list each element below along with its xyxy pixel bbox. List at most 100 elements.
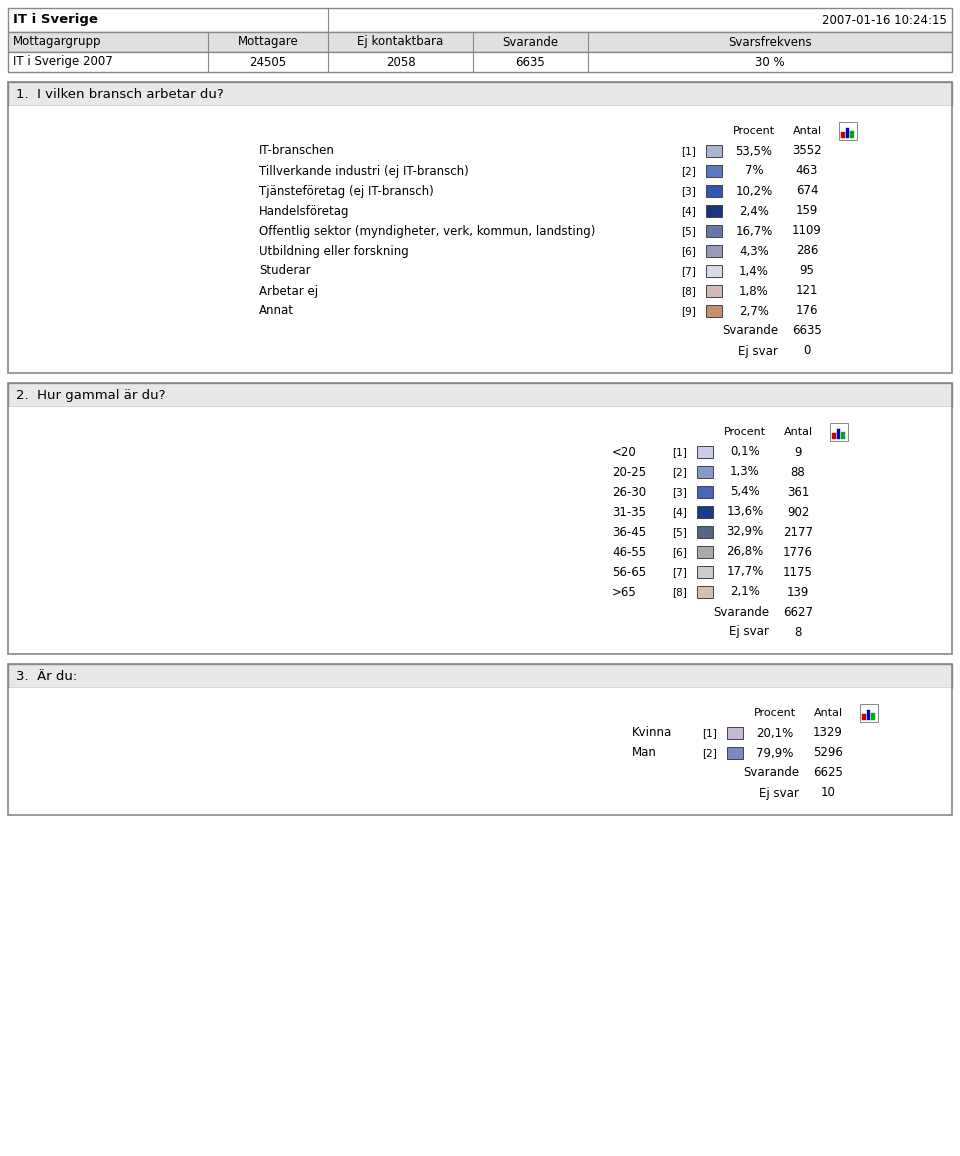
Text: [5]: [5] [673,527,687,538]
Bar [697,526,713,538]
Text: Ej svar: Ej svar [759,786,799,800]
Bar [725,201,783,221]
Bar [706,305,722,317]
Text: Svarande: Svarande [713,606,769,618]
Bar [628,743,696,763]
Bar [725,281,783,301]
Text: 3552: 3552 [792,144,822,157]
Bar [703,261,725,281]
Bar [724,722,746,743]
Bar [746,743,804,763]
Text: Antal: Antal [783,427,812,437]
Text: Ej kontaktbara: Ej kontaktbara [357,36,444,49]
Text: 2058: 2058 [386,55,416,68]
Bar [706,205,722,217]
Text: Procent: Procent [754,707,796,718]
Text: 5296: 5296 [813,747,843,759]
Bar [608,442,666,462]
Bar [666,442,694,462]
Text: [6]: [6] [682,246,696,255]
Text: Mottagare: Mottagare [238,36,299,49]
Bar [846,128,850,138]
Bar [716,442,774,462]
Bar [783,240,831,261]
Bar [774,422,822,442]
Text: IT-branschen: IT-branschen [259,144,335,157]
Text: 24505: 24505 [250,55,287,68]
Text: 1,3%: 1,3% [731,466,760,479]
Text: Ej svar: Ej svar [730,625,769,638]
Text: Svarande: Svarande [743,766,799,779]
Bar [851,131,854,138]
Bar [696,722,724,743]
Bar [831,121,865,361]
Bar [8,688,952,815]
Text: [8]: [8] [682,286,696,296]
Text: [2]: [2] [673,467,687,477]
Text: Kvinna: Kvinna [632,726,672,740]
Bar [8,106,952,373]
Bar [697,486,713,498]
Bar [774,523,822,542]
Text: [1]: [1] [703,728,717,738]
Bar [8,383,952,654]
Text: 6627: 6627 [783,606,813,618]
Bar [608,562,666,581]
Bar [774,502,822,523]
Text: [7]: [7] [682,266,696,276]
Bar [608,482,666,502]
Text: 10: 10 [821,786,835,800]
Bar [841,133,845,138]
Text: [8]: [8] [673,587,687,596]
Text: 2177: 2177 [783,526,813,539]
Text: [2]: [2] [703,748,717,758]
Text: 20,1%: 20,1% [756,726,794,740]
Bar [8,52,952,72]
Text: 1329: 1329 [813,726,843,740]
Text: Man: Man [632,747,657,759]
Text: 16,7%: 16,7% [735,224,773,237]
Text: 6635: 6635 [516,55,545,68]
Bar [706,185,722,197]
Bar [703,281,725,301]
Bar [675,161,703,181]
Text: 1,8%: 1,8% [739,284,769,297]
Bar [774,581,822,602]
Bar [832,434,835,439]
Bar [716,581,774,602]
Bar [608,462,666,482]
Bar [804,703,852,722]
Text: Svarande: Svarande [502,36,559,49]
Bar [725,181,783,201]
Text: IT i Sverige: IT i Sverige [13,14,98,27]
Bar [716,482,774,502]
Text: 79,9%: 79,9% [756,747,794,759]
Bar [716,523,774,542]
Bar [783,281,831,301]
Bar [666,502,694,523]
Text: 8: 8 [794,625,802,638]
Bar [716,542,774,562]
Bar [774,442,822,462]
Bar [666,542,694,562]
Text: 902: 902 [787,505,809,519]
Text: 286: 286 [796,245,818,258]
Bar [783,121,831,141]
Bar [716,502,774,523]
Bar [608,581,666,602]
Bar [8,82,952,373]
Text: 53,5%: 53,5% [735,144,773,157]
Bar [703,240,725,261]
Bar [860,704,878,722]
Bar [255,161,675,181]
Bar [852,703,886,803]
Text: 9: 9 [794,445,802,459]
Bar [703,301,725,321]
Bar [675,221,703,240]
Text: 31-35: 31-35 [612,505,646,519]
Bar [862,714,866,720]
Text: 26,8%: 26,8% [727,546,763,558]
Bar [8,664,952,688]
Text: 139: 139 [787,585,809,599]
Bar [694,562,716,581]
